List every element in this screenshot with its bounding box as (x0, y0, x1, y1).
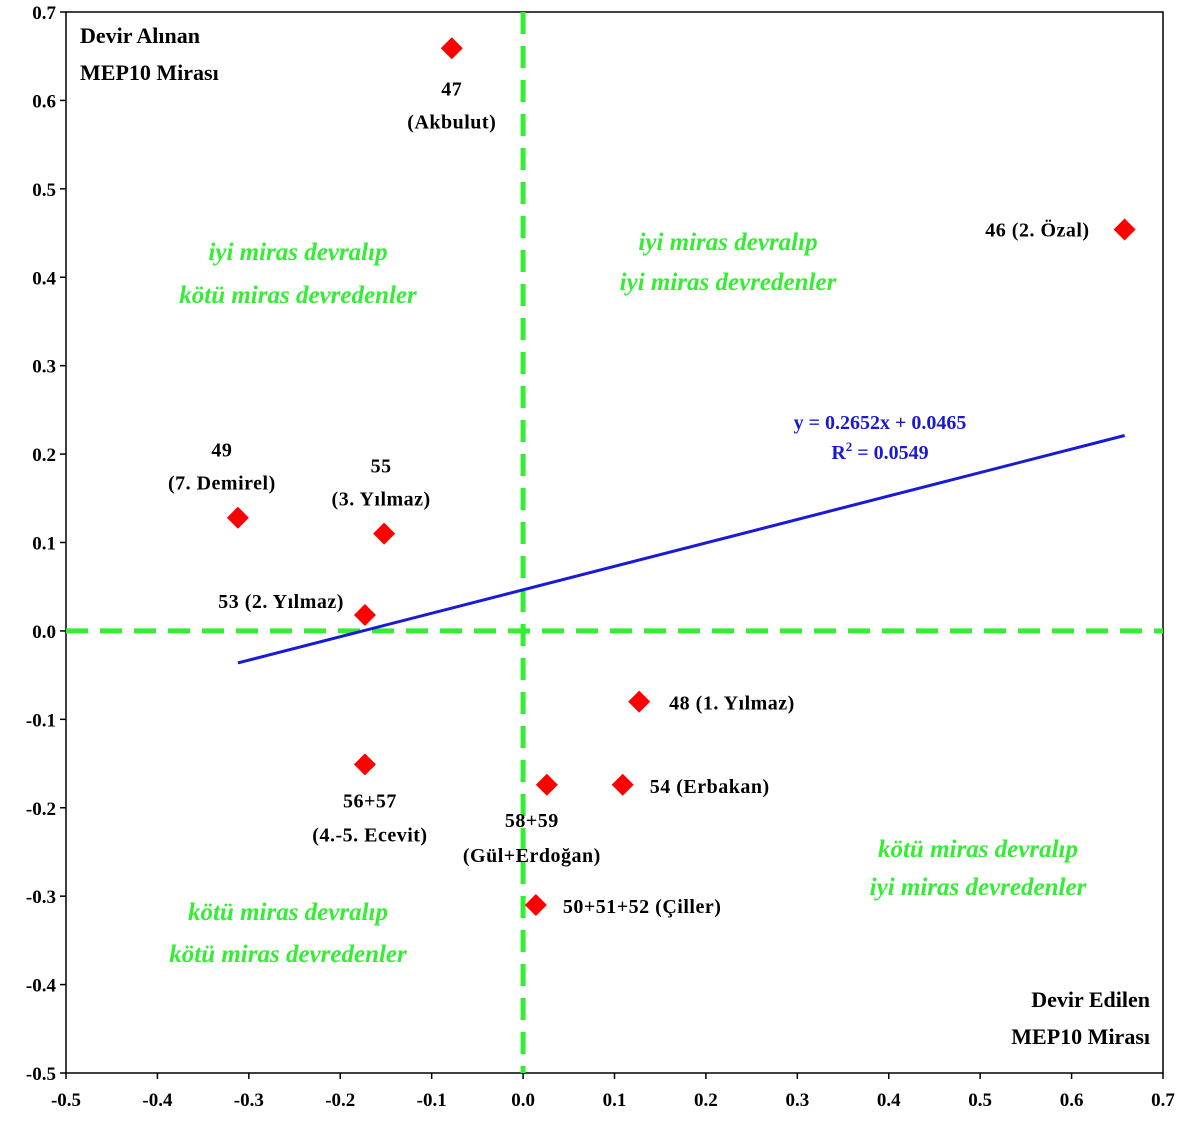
point-label-line1: 49 (211, 440, 232, 462)
point-label-line2: (4.-5. Ecevit) (312, 824, 427, 846)
data-point-marker (353, 753, 376, 776)
point-label-line2: (Akbulut) (407, 111, 496, 133)
point-label-line2: (3. Yılmaz) (332, 489, 431, 511)
data-point-marker (611, 773, 634, 796)
x-tick-label: 0.1 (603, 1090, 627, 1111)
x-tick-label: -0.2 (325, 1090, 355, 1111)
data-point-marker (440, 37, 463, 60)
y-tick-label: 0.4 (32, 268, 56, 289)
trendline (237, 434, 1125, 665)
y-tick-label: 0.5 (32, 180, 56, 201)
quadrant-bottom-left-line2: kötü miras devredenler (169, 941, 407, 968)
quadrant-top-left-line2: kötü miras devredenler (179, 282, 417, 309)
y-tick-label: 0.6 (32, 91, 56, 112)
zero-dashed-lines (66, 12, 1163, 1073)
point-label-line2: (Gül+Erdoğan) (463, 845, 601, 867)
y-tick-label: 0.2 (32, 445, 56, 466)
point-label-line1: 55 (371, 456, 392, 478)
y-axis-title-line1: Devir Alınan (80, 23, 200, 48)
x-tick-label: -0.5 (51, 1090, 81, 1111)
y-tick-label: 0.1 (32, 534, 56, 555)
x-tick-label: 0.7 (1151, 1090, 1175, 1111)
quadrant-top-right-line1: iyi miras devralıp (638, 229, 817, 256)
y-axis-title-line2: MEP10 Mirası (80, 60, 219, 85)
x-tick-label: 0.3 (785, 1090, 809, 1111)
r-squared-superscript: 2 (846, 439, 853, 454)
y-tick-label: -0.2 (26, 799, 56, 820)
data-point-marker (373, 522, 396, 545)
x-axis-title-line2: MEP10 Mirası (1011, 1024, 1150, 1049)
data-markers (226, 37, 1136, 917)
x-tick-label: -0.3 (234, 1090, 264, 1111)
point-label: 48 (1. Yılmaz) (669, 693, 795, 715)
axes: -0.5 -0.4 -0.3 -0.2 -0.1 0.0 0.1 0.2 0.3 0.4 0.5 0.… (26, 3, 1175, 1111)
point-label: 50+51+52 (Çiller) (563, 896, 721, 918)
x-tick-label: 0.0 (511, 1090, 535, 1111)
y-tick-label: 0.3 (32, 357, 56, 378)
trendline-group (237, 434, 1125, 665)
data-point-marker (226, 506, 249, 529)
point-label-line2: (7. Demirel) (168, 473, 276, 495)
plot-area (65, 11, 1164, 1074)
y-tick-label: 0.0 (32, 622, 56, 643)
point-label: 46 (2. Özal) (985, 219, 1089, 242)
x-tick-label: 0.5 (968, 1090, 992, 1111)
x-tick-label: 0.4 (877, 1090, 901, 1111)
quadrant-bottom-right-line2: iyi miras devredenler (870, 874, 1087, 901)
r-squared-prefix: R (831, 442, 846, 464)
x-tick-label: -0.4 (142, 1090, 173, 1111)
y-tick-label: -0.1 (26, 710, 56, 731)
quadrant-top-left-line1: iyi miras devralıp (208, 239, 387, 266)
data-point-marker (1113, 218, 1136, 241)
r-squared-value: = 0.0549 (852, 442, 928, 464)
point-label-line1: 58+59 (505, 810, 559, 832)
trendline-equation: y = 0.2652x + 0.0465 (794, 412, 967, 434)
data-point-marker (524, 894, 547, 917)
x-tick-label: 0.6 (1060, 1090, 1084, 1111)
point-label: 53 (2. Yılmaz) (218, 591, 344, 613)
x-axis-title-line1: Devir Edilen (1031, 987, 1150, 1012)
quadrant-top-right-line2: iyi miras devredenler (620, 269, 837, 296)
y-tick-label: 0.7 (32, 3, 56, 24)
trendline-r-squared: R2 = 0.0549 (831, 439, 928, 464)
point-label: 54 (Erbakan) (650, 776, 770, 798)
point-label-line1: 47 (441, 78, 462, 100)
point-labels: 47 (Akbulut) 46 (2. Özal) 49 (7. Demirel) 55 (… (168, 78, 1089, 918)
data-point-marker (353, 604, 376, 627)
y-tick-label: -0.3 (26, 887, 56, 908)
y-tick-label: -0.5 (26, 1064, 56, 1085)
data-point-marker (535, 773, 558, 796)
data-point-marker (628, 690, 651, 713)
x-tick-label: -0.1 (417, 1090, 447, 1111)
quadrant-bottom-left-line1: kötü miras devralıp (188, 899, 388, 926)
y-tick-label: -0.4 (26, 976, 57, 997)
point-label-line1: 56+57 (343, 790, 397, 812)
x-tick-label: 0.2 (694, 1090, 718, 1111)
quadrant-bottom-right-line1: kötü miras devralıp (878, 836, 1078, 863)
